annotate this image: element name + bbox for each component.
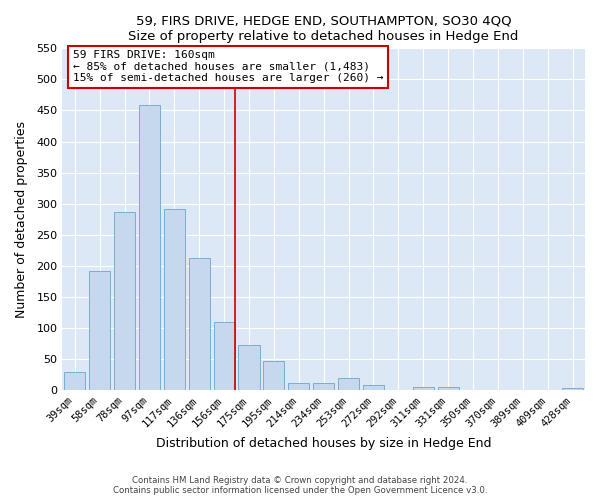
Bar [139, 105, 160, 390]
Bar [188, 258, 210, 390]
Text: 59 FIRS DRIVE: 160sqm
← 85% of detached houses are smaller (1,483)
15% of semi-d: 59 FIRS DRIVE: 160sqm ← 85% of detached … [73, 50, 383, 83]
Title: 59, FIRS DRIVE, HEDGE END, SOUTHAMPTON, SO30 4QQ
Size of property relative to de: 59, FIRS DRIVE, HEDGE END, SOUTHAMPTON, … [128, 15, 519, 43]
Bar [238, 345, 260, 390]
Bar [114, 212, 135, 390]
Bar [89, 271, 110, 390]
Bar [413, 387, 434, 390]
Bar [363, 385, 384, 390]
Bar [288, 383, 310, 390]
X-axis label: Distribution of detached houses by size in Hedge End: Distribution of detached houses by size … [156, 437, 491, 450]
Bar [313, 383, 334, 390]
Bar [214, 322, 235, 390]
Text: Contains HM Land Registry data © Crown copyright and database right 2024.
Contai: Contains HM Land Registry data © Crown c… [113, 476, 487, 495]
Bar [164, 208, 185, 390]
Y-axis label: Number of detached properties: Number of detached properties [15, 121, 28, 318]
Bar [64, 372, 85, 390]
Bar [338, 378, 359, 390]
Bar [437, 387, 458, 390]
Bar [263, 361, 284, 390]
Bar [562, 388, 583, 390]
